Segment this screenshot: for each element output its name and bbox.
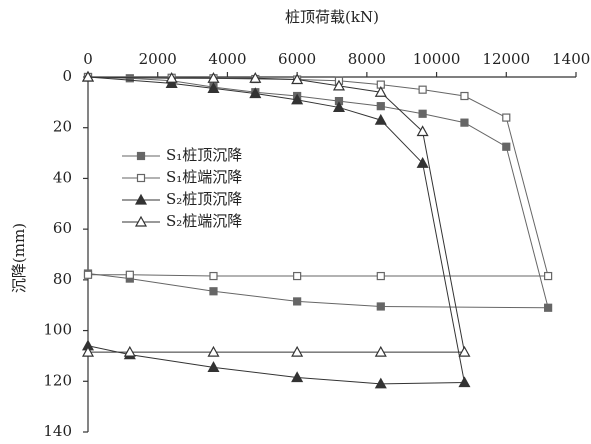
marker: [81, 345, 95, 357]
y-tick-label: 0: [62, 67, 72, 85]
x-tick-label: 10000: [413, 50, 461, 68]
marker: [332, 101, 345, 113]
marker: [544, 271, 553, 281]
marker: [293, 297, 302, 306]
marker: [458, 345, 471, 357]
series-line: [87, 76, 549, 277]
x-tick-label: 2000: [139, 50, 177, 68]
marker: [293, 271, 302, 281]
marker: [460, 118, 469, 127]
x-tick-label: 0: [83, 50, 93, 68]
marker: [249, 72, 262, 83]
y-axis-label: 沉降(mm): [10, 223, 28, 293]
marker: [374, 345, 387, 357]
marker: [209, 271, 218, 281]
marker: [207, 345, 220, 357]
marker: [291, 371, 304, 383]
y-tick-label: 80: [53, 270, 72, 288]
y-tick-label: 100: [43, 321, 72, 339]
legend-label: S₁桩顶沉降: [166, 146, 242, 164]
legend-marker: [134, 215, 148, 227]
marker: [291, 345, 304, 357]
marker: [291, 93, 304, 105]
x-tick-label: 12000: [482, 50, 530, 68]
marker: [416, 125, 429, 137]
marker: [374, 113, 387, 125]
marker: [376, 271, 385, 281]
legend-label: S₂桩端沉降: [166, 212, 242, 230]
x-tick-label: 4000: [208, 50, 246, 68]
marker: [458, 376, 471, 388]
marker: [81, 70, 95, 82]
marker: [207, 72, 220, 83]
series-line: [87, 76, 466, 385]
marker: [376, 302, 385, 311]
marker: [416, 156, 429, 168]
marker: [544, 303, 553, 312]
marker: [374, 85, 387, 97]
marker: [418, 85, 427, 94]
marker: [125, 270, 134, 279]
marker: [249, 87, 262, 99]
marker: [418, 109, 427, 118]
marker: [376, 102, 385, 111]
marker: [374, 377, 387, 389]
y-tick-label: 120: [43, 371, 72, 389]
x-tick-label: 8000: [348, 50, 386, 68]
y-tick-label: 20: [53, 118, 72, 136]
marker: [209, 287, 218, 296]
y-tick-label: 140: [43, 422, 72, 440]
legend-marker: [134, 193, 148, 205]
marker: [123, 345, 136, 357]
legend-label: S₂桩顶沉降: [166, 190, 242, 208]
y-tick-label: 40: [53, 168, 72, 186]
marker: [460, 91, 469, 101]
marker: [207, 361, 220, 372]
legend-label: S₁桩端沉降: [166, 168, 242, 186]
marker: [207, 82, 220, 94]
series-line: [87, 76, 549, 309]
marker: [165, 72, 178, 83]
marker: [502, 113, 511, 122]
series-line: [87, 76, 466, 353]
x-tick-label: 6000: [278, 50, 316, 68]
marker: [332, 79, 345, 91]
x-axis-label: 桩顶荷载(kN): [285, 8, 379, 26]
legend-marker: [136, 151, 146, 161]
marker: [125, 74, 134, 83]
marker: [83, 270, 93, 279]
marker: [502, 142, 511, 151]
legend-marker: [136, 173, 146, 183]
y-tick-label: 60: [53, 219, 72, 237]
marker: [291, 73, 304, 85]
